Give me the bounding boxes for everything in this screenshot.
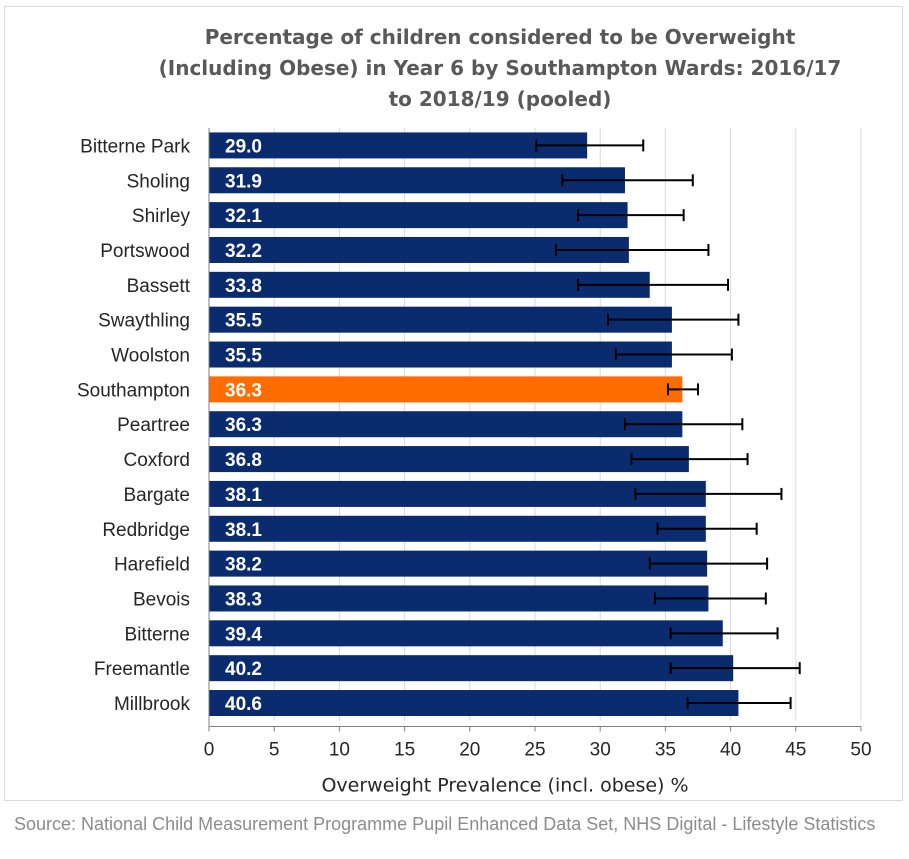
bar: [209, 655, 734, 682]
x-tick-label: 5: [269, 739, 280, 760]
category-label: Sholing: [127, 171, 190, 192]
data-label: 32.1: [225, 206, 262, 227]
category-label: Peartree: [117, 415, 190, 436]
bar: [209, 376, 683, 403]
category-label: Harefield: [114, 555, 190, 576]
x-tick-label: 35: [655, 739, 676, 760]
bar: [209, 446, 689, 473]
category-label: Millbrook: [114, 694, 191, 715]
x-tick-label: 40: [720, 739, 741, 760]
x-tick-label: 45: [785, 739, 806, 760]
category-label: Portswood: [100, 241, 190, 262]
x-tick-label: 10: [329, 739, 350, 760]
category-label: Woolston: [111, 346, 190, 367]
bar: [209, 515, 706, 542]
bar: [209, 480, 706, 507]
bar: [209, 271, 650, 298]
bar: [209, 167, 625, 194]
bar-chart: 29.0 Bitterne Park 31.9 Sholing 32.1 Shirley 3…: [77, 128, 872, 796]
data-label: 31.9: [225, 171, 262, 192]
x-tick-label: 30: [590, 739, 611, 760]
bar: [209, 132, 588, 159]
data-label: 40.6: [225, 694, 262, 715]
category-label: Southampton: [77, 380, 190, 401]
x-tick-label: 20: [459, 739, 480, 760]
x-axis-title: Overweight Prevalence (incl. obese) %: [321, 774, 688, 796]
category-label: Swaythling: [98, 311, 190, 332]
category-label: Redbridge: [102, 520, 190, 541]
bar: [209, 690, 739, 717]
category-label: Coxford: [123, 450, 190, 471]
bar: [209, 620, 723, 647]
source-note: Source: National Child Measurement Progr…: [14, 814, 876, 834]
data-label: 35.5: [225, 346, 262, 367]
data-label: 36.8: [225, 450, 262, 471]
data-label: 33.8: [225, 276, 262, 297]
chart-title: Percentage of children considered to be …: [158, 25, 842, 111]
data-label: 35.5: [225, 311, 262, 332]
x-tick-label: 0: [204, 739, 215, 760]
data-label: 38.1: [225, 485, 262, 506]
x-tick-label: 25: [524, 739, 545, 760]
bar: [209, 585, 709, 612]
bar: [209, 411, 683, 438]
data-label: 32.2: [225, 241, 262, 262]
category-label: Bevois: [133, 589, 190, 610]
bar: [209, 341, 672, 368]
bar: [209, 306, 672, 333]
bar: [209, 550, 708, 577]
data-label: 39.4: [225, 624, 262, 645]
x-tick-label: 50: [850, 739, 871, 760]
bar: [209, 202, 628, 229]
data-label: 38.3: [225, 589, 262, 610]
category-label: Bitterne Park: [80, 136, 190, 157]
category-label: Bassett: [127, 276, 191, 297]
category-label: Bitterne: [125, 624, 190, 645]
data-label: 38.1: [225, 520, 262, 541]
data-label: 38.2: [225, 555, 262, 576]
category-label: Bargate: [123, 485, 190, 506]
category-label: Freemantle: [94, 659, 190, 680]
data-label: 40.2: [225, 659, 262, 680]
data-label: 36.3: [225, 380, 262, 401]
data-label: 36.3: [225, 415, 262, 436]
x-tick-label: 15: [394, 739, 415, 760]
category-label: Shirley: [132, 206, 191, 227]
chart-frame: [4, 6, 903, 801]
data-label: 29.0: [225, 136, 262, 157]
